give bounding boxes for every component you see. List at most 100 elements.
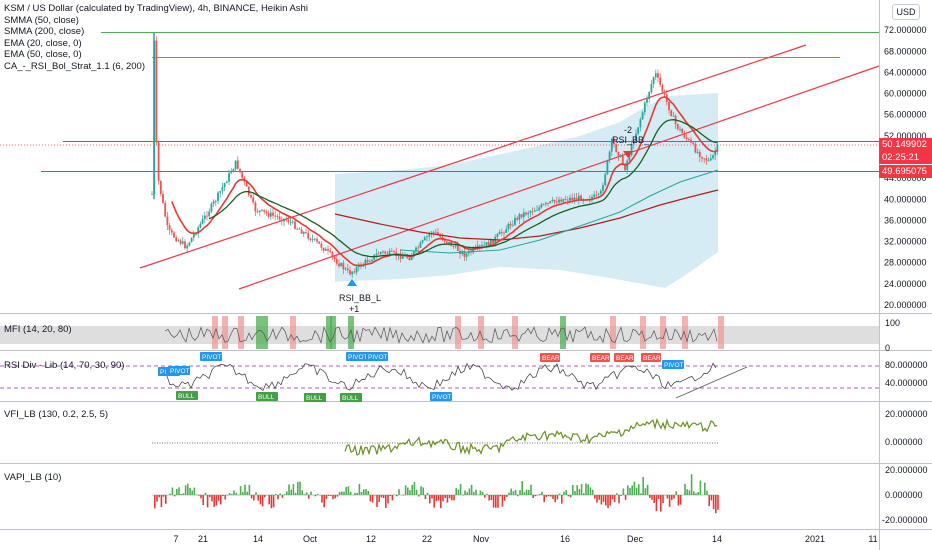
vapi-bar xyxy=(228,492,231,495)
current-price-tag: 50.149902 xyxy=(879,138,932,151)
mfi-pane-label[interactable]: MFI (14, 20, 80) xyxy=(4,324,72,335)
candle-body xyxy=(349,270,351,275)
vapi-bar xyxy=(613,495,616,503)
vapi-bar xyxy=(437,495,440,501)
candle-body xyxy=(366,259,369,263)
vapi-bar xyxy=(580,484,583,495)
vapi-bar xyxy=(182,493,185,495)
rsi-pane-label[interactable]: RSI Div - Lib (14, 70, 30, 90) xyxy=(4,360,125,371)
candle-body xyxy=(703,158,706,160)
candle-body xyxy=(685,137,688,139)
vapi-pane-label[interactable]: VAPI_LB (10) xyxy=(4,472,62,483)
candle-body xyxy=(302,232,305,234)
candle-body xyxy=(375,253,378,255)
candle-body xyxy=(406,255,409,258)
candle-body xyxy=(712,155,714,159)
vapi-bar xyxy=(158,495,160,498)
rsi-marker-box xyxy=(200,352,222,361)
vfi-pane[interactable] xyxy=(152,417,718,457)
candle-body xyxy=(428,234,431,237)
candle-body xyxy=(643,102,646,113)
vapi-bar xyxy=(459,484,462,495)
vapi-bar xyxy=(321,495,323,503)
candle-body xyxy=(426,236,428,238)
vapi-bar xyxy=(525,489,528,495)
vapi-bar xyxy=(624,495,627,500)
candle-body xyxy=(538,207,541,211)
candle-body xyxy=(626,160,629,171)
legend-ema20[interactable]: EMA (20, close, 0) xyxy=(4,37,82,49)
vapi-bar xyxy=(690,474,693,495)
legend-strategy[interactable]: CA_-_RSI_Bol_Strat_1.1 (6, 200) xyxy=(4,60,145,72)
vapi-bar xyxy=(349,491,352,495)
candle-body xyxy=(340,263,343,267)
main-price-pane[interactable]: RSI_BB_L +1 -2 RSI_BB_ xyxy=(0,32,880,315)
vapi-bar xyxy=(627,485,629,495)
vapi-bar xyxy=(609,495,611,506)
mfi-signal-bar xyxy=(682,316,688,349)
legend-ema50[interactable]: EMA (50, close, 0) xyxy=(4,49,82,60)
vapi-pane[interactable] xyxy=(152,474,719,514)
candle-body xyxy=(399,253,402,259)
vapi-bar xyxy=(290,489,292,495)
vapi-bar xyxy=(567,495,570,497)
vapi-tick-0: 0.000000 xyxy=(885,490,923,500)
vapi-bar xyxy=(633,481,636,495)
vapi-bar xyxy=(486,493,488,495)
candle-body xyxy=(615,144,618,152)
vapi-bar xyxy=(343,491,345,495)
rsi-marker-box xyxy=(614,353,634,362)
candle-body xyxy=(533,210,536,212)
candle-body xyxy=(203,215,206,219)
vapi-bar xyxy=(173,495,176,497)
candle-body xyxy=(716,144,719,152)
vapi-bar xyxy=(473,491,475,495)
candle-body xyxy=(478,245,481,247)
vapi-bar xyxy=(332,495,334,500)
vapi-bar xyxy=(356,492,358,495)
vfi-pane-label[interactable]: VFI_LB (130, 0.2, 2.5, 5) xyxy=(4,409,109,420)
candle-body xyxy=(155,40,158,143)
vapi-bar xyxy=(369,495,372,502)
vapi-bar xyxy=(156,495,158,502)
price-axis-tick: 32.000000 xyxy=(884,237,927,247)
candle-body xyxy=(500,231,503,233)
candle-body xyxy=(283,218,285,222)
rsi-marker-label: PIVOT xyxy=(664,362,684,369)
candle-body xyxy=(472,248,475,253)
vapi-bar xyxy=(715,495,717,514)
vapi-bar xyxy=(635,487,638,495)
candle-body xyxy=(606,160,609,175)
candle-body xyxy=(613,139,615,145)
legend-smma200[interactable]: SMMA (200, close) xyxy=(4,26,85,37)
vapi-bar xyxy=(209,495,211,498)
vapi-bar xyxy=(180,493,182,495)
legend-smma50[interactable]: SMMA (50, close) xyxy=(4,14,79,26)
vapi-bar xyxy=(409,490,411,495)
rsi-tick-80: 80.000000 xyxy=(885,360,928,370)
mfi-signal-bar xyxy=(238,316,244,349)
vapi-bar xyxy=(475,489,477,495)
candle-body xyxy=(199,223,202,228)
vapi-bar xyxy=(572,485,574,495)
x-tick-2: 14 xyxy=(252,534,264,544)
vapi-bar xyxy=(259,495,262,505)
candle-body xyxy=(562,198,565,202)
mfi-pane[interactable] xyxy=(0,316,879,349)
price-axis-tick: 68.000000 xyxy=(884,46,927,56)
smma-200-line xyxy=(334,189,719,241)
ema-50-line xyxy=(208,119,718,258)
candle-body xyxy=(672,115,675,117)
candle-body xyxy=(320,243,323,248)
price-axis-tick: 64.000000 xyxy=(884,67,927,77)
vapi-bar xyxy=(191,490,193,495)
vapi-bar xyxy=(514,489,517,495)
mfi-signal-bar xyxy=(718,316,724,349)
candle-body xyxy=(698,152,701,157)
mfi-signal-bars xyxy=(212,316,724,349)
currency-button[interactable]: USD xyxy=(892,4,920,20)
candle-body xyxy=(201,218,204,224)
price-axis-tick: 28.000000 xyxy=(884,258,927,268)
